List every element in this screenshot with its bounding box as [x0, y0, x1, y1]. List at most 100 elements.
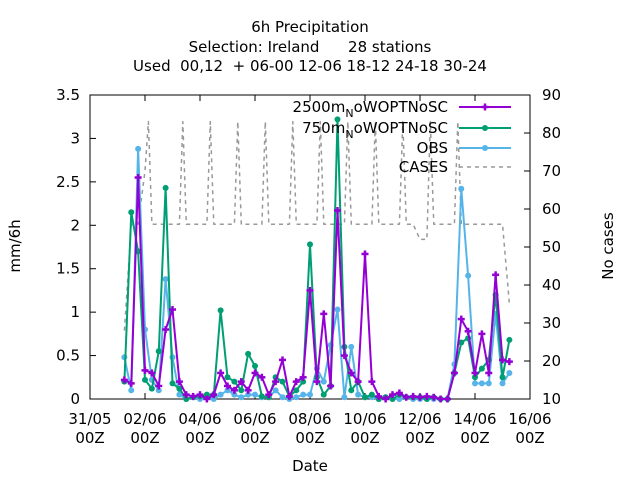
y-tick-label: 2 — [70, 216, 80, 234]
data-point — [217, 369, 225, 377]
legend-label: CASES — [399, 158, 448, 176]
data-point — [148, 369, 156, 377]
data-point — [382, 395, 390, 403]
data-point — [134, 174, 142, 182]
data-point — [162, 276, 169, 283]
data-point — [279, 356, 286, 364]
data-point — [375, 392, 383, 400]
data-point — [478, 380, 485, 387]
data-point — [362, 394, 368, 401]
x-tick-label-hour: 00Z — [185, 429, 214, 447]
data-point — [245, 350, 252, 357]
data-point — [334, 306, 341, 313]
data-point — [485, 380, 492, 387]
data-point — [272, 387, 279, 394]
data-point — [293, 387, 300, 394]
chart-title-line-3: Used 00,12 + 06-00 12-06 18-12 24-18 30-… — [133, 57, 487, 75]
data-point — [238, 394, 245, 401]
data-point — [506, 336, 513, 343]
y2-tick-label: 40 — [542, 276, 561, 294]
data-point — [258, 393, 265, 400]
data-point — [430, 393, 438, 401]
data-point — [148, 385, 155, 392]
chart-title: 6h Precipitation Selection: Ireland 28 s… — [133, 18, 487, 75]
x-tick-label-date: 08/06 — [288, 410, 331, 428]
data-point — [245, 391, 252, 398]
data-point — [396, 396, 403, 402]
data-point — [224, 387, 231, 394]
x-tick-label-hour: 00Z — [515, 429, 544, 447]
data-point — [285, 392, 293, 400]
data-point — [155, 382, 163, 390]
x-tick-label-hour: 00Z — [240, 429, 269, 447]
data-point — [307, 391, 313, 398]
data-point — [210, 391, 218, 399]
data-point — [409, 392, 417, 400]
data-point — [354, 378, 362, 386]
y-tick-label: 0 — [70, 390, 80, 408]
data-point — [203, 391, 210, 398]
x-tick-label-date: 02/06 — [123, 410, 166, 428]
data-point — [389, 396, 396, 402]
data-point — [327, 382, 335, 390]
legend-label: 2500mNoWOPTNoSC — [293, 98, 448, 120]
data-point — [142, 376, 148, 383]
legend-item: 2500mNoWOPTNoSC — [293, 98, 511, 120]
x-tick-label-hour: 00Z — [405, 429, 434, 447]
data-point — [472, 380, 478, 387]
data-point — [252, 391, 258, 398]
data-point — [478, 365, 485, 372]
data-point — [175, 378, 183, 386]
data-point — [279, 394, 286, 401]
y-tick-label: 0.5 — [56, 347, 80, 365]
data-point — [389, 391, 396, 399]
data-point — [482, 145, 488, 151]
data-point — [141, 366, 149, 374]
y2-tick-label: 90 — [542, 86, 561, 104]
x-tick-label-date: 10/06 — [343, 410, 386, 428]
y2-tick-label: 50 — [542, 238, 561, 256]
y-axis-label: mm/6h — [6, 219, 24, 272]
data-point — [162, 326, 170, 334]
data-point — [465, 272, 472, 279]
series-cases — [123, 120, 511, 331]
x-tick-label-hour: 00Z — [460, 429, 489, 447]
data-point — [348, 343, 355, 350]
data-point — [341, 394, 348, 401]
y2-tick-label: 60 — [542, 200, 561, 218]
data-point — [238, 387, 245, 394]
data-point — [334, 116, 341, 123]
y2-tick-label: 80 — [542, 124, 561, 142]
data-point — [224, 374, 231, 381]
data-point — [300, 391, 307, 398]
data-point — [293, 394, 300, 401]
y2-tick-label: 30 — [542, 314, 561, 332]
x-tick-label-date: 12/06 — [398, 410, 441, 428]
data-point — [471, 369, 479, 377]
data-point — [458, 339, 465, 346]
legend-label: 750mNoWOPTNoSC — [302, 119, 448, 141]
series-line — [123, 120, 511, 331]
data-point — [169, 306, 176, 314]
x-tick-label-date: 16/06 — [508, 410, 551, 428]
data-point — [320, 310, 328, 318]
data-point — [347, 369, 355, 377]
data-point — [506, 369, 513, 376]
data-point — [120, 376, 128, 384]
x-tick-label-hour: 00Z — [130, 429, 159, 447]
data-point — [499, 380, 506, 387]
data-point — [252, 362, 258, 369]
chart-title-line-2: Selection: Ireland 28 stations — [189, 38, 432, 56]
data-point — [395, 389, 403, 397]
data-point — [458, 185, 465, 192]
data-point — [162, 184, 169, 191]
data-point — [128, 387, 135, 394]
x-tick-label-hour: 00Z — [75, 429, 104, 447]
data-point — [279, 378, 286, 385]
data-point — [265, 391, 273, 399]
data-point — [340, 352, 348, 360]
data-point — [292, 378, 300, 386]
legend-label: OBS — [417, 139, 448, 157]
data-point — [210, 396, 217, 402]
